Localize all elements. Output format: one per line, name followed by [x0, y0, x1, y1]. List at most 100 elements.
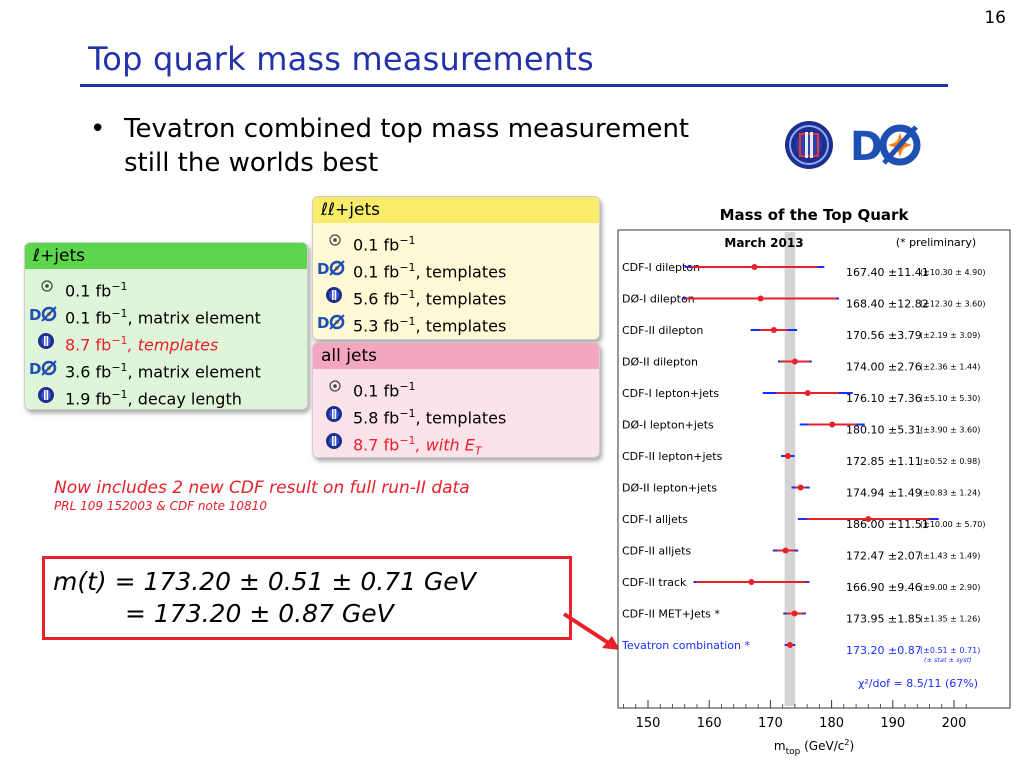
panel-row: 0.1 fb−1 [313, 373, 599, 400]
run1-icon [329, 380, 341, 392]
page-number: 16 [984, 8, 1006, 28]
svg-text:D: D [29, 360, 41, 377]
measurement-point [797, 484, 804, 491]
luminosity-value: 8.7 fb [65, 335, 112, 355]
measurement-point [757, 295, 764, 302]
method-text: , templates [415, 316, 507, 336]
run1-icon [41, 280, 53, 292]
panel-row-text: 8.7 fb−1, templates [65, 327, 218, 358]
luminosity-value: 1.9 fb [65, 389, 112, 409]
luminosity-value: 5.6 fb [353, 289, 400, 309]
cdf-badge-icon [38, 387, 54, 403]
measurement-detail: (±12.30 ± 3.60) [920, 300, 985, 309]
bullet-text: Tevatron combined top mass measurement s… [124, 112, 764, 180]
met-subscript: T [474, 444, 482, 458]
measurement-point [865, 516, 872, 522]
panel-row-text: 1.9 fb−1, decay length [65, 381, 242, 409]
dzero-badge-icon: D [29, 306, 57, 323]
svg-text:D: D [850, 124, 883, 168]
panel-row: D 0.1 fb−1, matrix element [25, 300, 307, 327]
luminosity-exponent: −1 [399, 234, 416, 247]
method-text: , with E [415, 435, 475, 455]
bullet-symbol: • [90, 114, 106, 144]
dzero-badge-icon: D [317, 260, 345, 277]
run1-icon [329, 234, 341, 246]
dzero-badge-icon: D [317, 314, 345, 331]
method-text: , templates [415, 408, 507, 428]
method-text: , templates [127, 335, 219, 355]
measurement-value: 170.56 ±3.79 [846, 329, 922, 342]
measurement-label: CDF-I alljets [622, 513, 688, 526]
x-tick-label: 200 [942, 716, 967, 731]
x-tick-label: 180 [819, 716, 844, 731]
measurement-label: CDF-I lepton+jets [622, 387, 719, 400]
luminosity-exponent: −1 [399, 261, 416, 274]
cdf-badge-icon [38, 333, 54, 349]
luminosity-value: 0.1 fb [353, 235, 400, 255]
x-label-sub: top [786, 747, 801, 757]
svg-text:D: D [29, 306, 41, 323]
panel-row-text: 0.1 fb−1 [353, 227, 416, 258]
measurement-value: 174.00 ±2.76 [846, 361, 922, 374]
measurement-value: 174.94 ±1.49 [846, 487, 922, 500]
chi2-text: χ²/dof = 8.5/11 (67%) [858, 677, 978, 690]
measurement-label: DØ-I dilepton [622, 293, 695, 306]
panel-row: 8.7 fb−1, with ET [313, 427, 599, 457]
chart-date: March 2013 [724, 236, 803, 250]
panel-row: 8.7 fb−1, templates [25, 327, 307, 354]
x-tick-label: 160 [697, 716, 722, 731]
measurement-value: 176.10 ±7.36 [846, 392, 922, 405]
measurement-detail: (±0.52 ± 0.98) [920, 457, 980, 466]
luminosity-value: 0.1 fb [65, 281, 112, 301]
cdf-badge-icon [326, 287, 342, 303]
measurement-label: DØ-I lepton+jets [622, 419, 714, 432]
panel-row: 1.9 fb−1, decay length [25, 381, 307, 408]
panel-title-dilepton: ℓℓ+jets [313, 197, 599, 223]
luminosity-value: 5.8 fb [353, 408, 400, 428]
alljets-panel: all jets 0.1 fb−1 5.8 fb−1, templates 8.7 … [312, 342, 600, 458]
measurement-detail: (±1.35 ± 1.26) [920, 615, 980, 624]
luminosity-exponent: −1 [111, 307, 128, 320]
measurement-label: CDF-II MET+Jets * [622, 608, 720, 621]
panel-row: 5.6 fb−1, templates [313, 281, 599, 308]
plot-frame [617, 229, 1011, 709]
method-text: , templates [415, 262, 507, 282]
panel-row-text: 5.6 fb−1, templates [353, 281, 506, 312]
chart-svg: Mass of the Top Quark March 2013 (* prelim… [617, 206, 1011, 757]
x-label-sup: 2 [844, 738, 849, 747]
x-tick-label: 190 [880, 716, 905, 731]
measurement-detail: (±10.30 ± 4.90) [920, 268, 985, 277]
measurement-point [804, 390, 811, 396]
measurement-point [748, 579, 755, 585]
measurement-point [791, 610, 798, 617]
panel-title-alljets: all jets [313, 343, 599, 369]
measurement-value: 167.40 ±11.41 [846, 266, 929, 279]
bullet-line-2: still the worlds best [124, 148, 379, 178]
method-text: , templates [415, 289, 507, 309]
dilepton-panel: ℓℓ+jets 0.1 fb−1 D 0.1 fb−1, templates 5.6 … [312, 196, 600, 340]
panel-row-text: 3.6 fb−1, matrix element [65, 354, 261, 385]
panel-row-text: 0.1 fb−1 [353, 373, 416, 404]
reference-note: PRL 109 152003 & CDF note 10810 [54, 499, 267, 513]
method-text: , decay length [127, 389, 242, 409]
combination-subnote: (± stat ± syst) [924, 656, 972, 664]
measurement-label: CDF-II alljets [622, 545, 691, 558]
measurement-point [751, 264, 758, 270]
luminosity-value: 3.6 fb [65, 362, 112, 382]
new-results-note: Now includes 2 new CDF result on full ru… [54, 478, 470, 498]
panel-row-text: 5.8 fb−1, templates [353, 400, 506, 431]
luminosity-exponent: −1 [111, 361, 128, 374]
panel-row-text: 5.3 fb−1, templates [353, 308, 506, 339]
luminosity-value: 0.1 fb [353, 262, 400, 282]
x-tick-label: 170 [758, 716, 783, 731]
luminosity-exponent: −1 [399, 380, 416, 393]
panel-row: 0.1 fb−1 [25, 273, 307, 300]
measurement-point [791, 358, 798, 365]
measurement-value: 180.10 ±5.31 [846, 424, 922, 437]
measurement-point [782, 547, 789, 554]
luminosity-exponent: −1 [111, 388, 128, 401]
x-label-main: m [774, 739, 786, 753]
measurement-detail: (±1.43 ± 1.49) [920, 552, 980, 561]
measurement-value: 186.00 ±11.51 [846, 518, 929, 531]
result-line-2: = 173.20 ± 0.87 GeV [125, 599, 394, 628]
